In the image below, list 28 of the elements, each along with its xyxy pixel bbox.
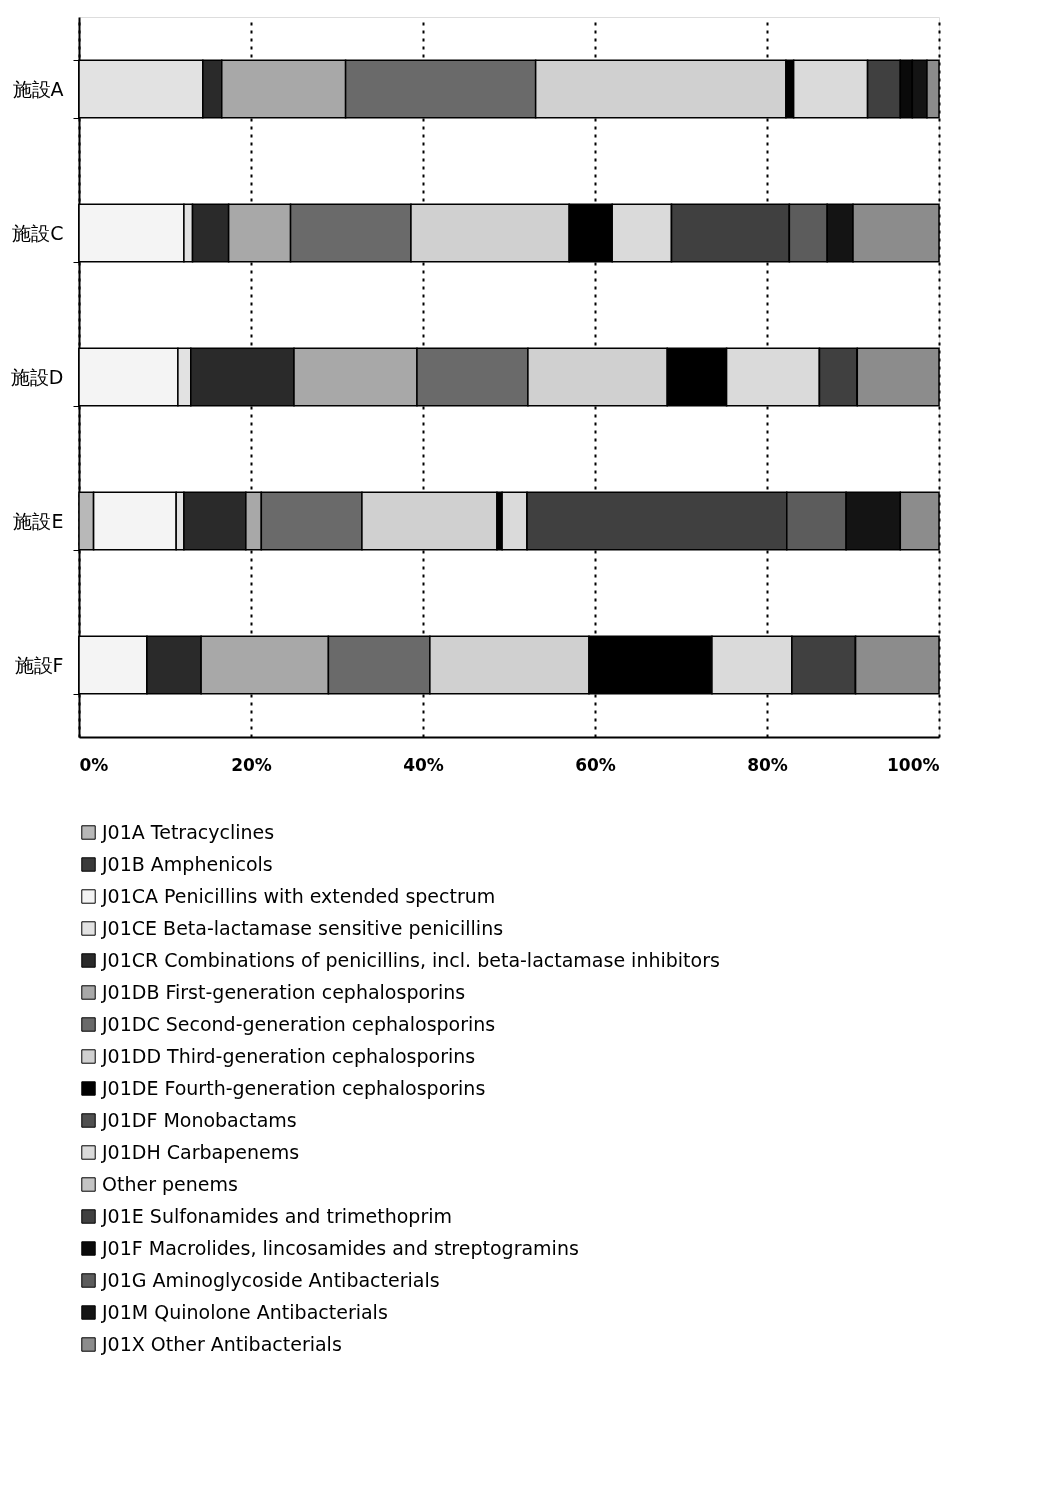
x-tick-label: 80% [747, 754, 788, 775]
legend-label: J01E Sulfonamides and trimethoprim [101, 1204, 452, 1227]
legend-label: J01A Tetracyclines [101, 820, 275, 843]
legend-label: J01X Other Antibacterials [101, 1332, 342, 1355]
legend-label: J01DH Carbapenems [101, 1140, 300, 1163]
legend-label: J01B Amphenicols [101, 852, 273, 875]
x-tick-label: 100% [886, 754, 940, 775]
x-tick-label: 20% [231, 754, 272, 775]
legend-label: J01DF Monobactams [101, 1108, 297, 1131]
legend-label: J01DB First-generation cephalosporins [101, 980, 466, 1003]
y-tick-label: 施設D [10, 365, 64, 388]
legend-label: J01CE Beta-lactamase sensitive penicillins [101, 916, 504, 939]
x-tick-label: 0% [79, 754, 109, 775]
legend-label: J01G Aminoglycoside Antibacterials [101, 1268, 440, 1291]
y-tick-label: 施設F [14, 653, 64, 676]
legend-label: J01DE Fourth-generation cephalosporins [101, 1076, 486, 1099]
legend-label: Other penems [102, 1172, 238, 1195]
y-tick-label: 施設C [12, 221, 64, 244]
legend-label: J01CA Penicillins with extended spectrum [101, 884, 496, 907]
legend-label: J01DC Second-generation cephalosporins [101, 1012, 496, 1035]
x-tick-label: 60% [575, 754, 616, 775]
legend-label: J01M Quinolone Antibacterials [101, 1300, 388, 1323]
legend-label: J01DD Third-generation cephalosporins [101, 1044, 476, 1067]
y-tick-label: 施設E [13, 509, 64, 532]
y-tick-label: 施設A [12, 77, 64, 100]
legend-label: J01CR Combinations of penicillins, incl. beta-lactamase inhibitors [101, 948, 720, 971]
legend-label: J01F Macrolides, lincosamides and streptogramins [101, 1236, 579, 1259]
x-tick-label: 40% [403, 754, 444, 775]
